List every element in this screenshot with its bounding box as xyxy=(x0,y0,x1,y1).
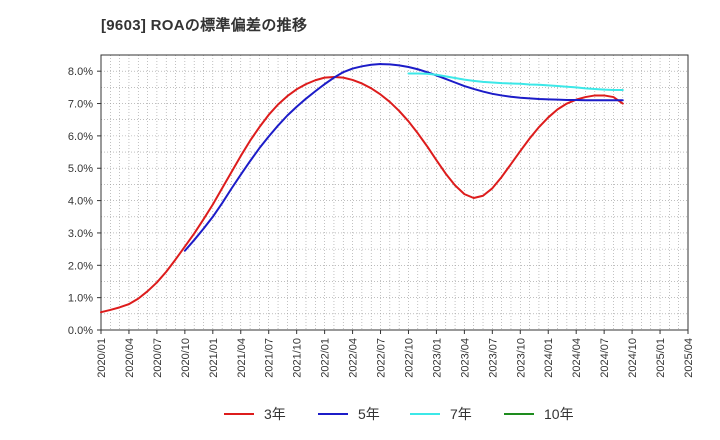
x-tick-label: 2021/07 xyxy=(264,338,276,378)
series-line-1 xyxy=(100,76,624,314)
x-tick-label: 2021/10 xyxy=(292,338,304,378)
y-tick-label: 2.0% xyxy=(68,260,93,272)
x-tick-label: 2023/01 xyxy=(431,338,443,378)
y-tick-label: 0.0% xyxy=(68,325,93,337)
y-tick-label: 6.0% xyxy=(68,131,93,143)
y-tick-label: 5.0% xyxy=(68,163,93,175)
y-tick-label: 4.0% xyxy=(68,196,93,208)
chart-title: [9603] ROAの標準偏差の推移 xyxy=(101,17,308,34)
y-tick-label: 1.0% xyxy=(68,293,93,305)
x-tick-label: 2020/01 xyxy=(96,338,108,378)
x-tick-label: 2025/04 xyxy=(683,338,695,378)
series-line-2 xyxy=(183,63,624,252)
x-tick-label: 2021/01 xyxy=(208,338,220,378)
x-tick-label: 2020/07 xyxy=(152,338,164,378)
series-line-3 xyxy=(407,72,624,91)
x-tick-label: 2024/10 xyxy=(627,338,639,378)
legend-label-4: 10年 xyxy=(544,406,574,422)
x-tick-label: 2022/07 xyxy=(376,338,388,378)
x-tick-label: 2023/07 xyxy=(487,338,499,378)
x-tick-label: 2022/10 xyxy=(403,338,415,378)
y-tick-label: 7.0% xyxy=(68,99,93,111)
x-tick-label: 2023/10 xyxy=(515,338,527,378)
x-tick-label: 2021/04 xyxy=(236,338,248,378)
legend-label-3: 7年 xyxy=(450,406,472,422)
legend-label-2: 5年 xyxy=(358,406,380,422)
x-tick-label: 2020/10 xyxy=(180,338,192,378)
x-tick-label: 2024/07 xyxy=(599,338,611,378)
x-tick-label: 2022/04 xyxy=(348,338,360,378)
y-tick-label: 3.0% xyxy=(68,228,93,240)
plot-frame xyxy=(100,54,689,331)
x-tick-label: 2022/01 xyxy=(320,338,332,378)
legend-label-1: 3年 xyxy=(264,406,286,422)
x-tick-label: 2023/04 xyxy=(459,338,471,378)
y-tick-label: 8.0% xyxy=(68,66,93,78)
x-tick-label: 2024/01 xyxy=(543,338,555,378)
x-tick-label: 2020/04 xyxy=(124,338,136,378)
x-tick-label: 2025/01 xyxy=(655,338,667,378)
x-tick-label: 2024/04 xyxy=(571,338,583,378)
